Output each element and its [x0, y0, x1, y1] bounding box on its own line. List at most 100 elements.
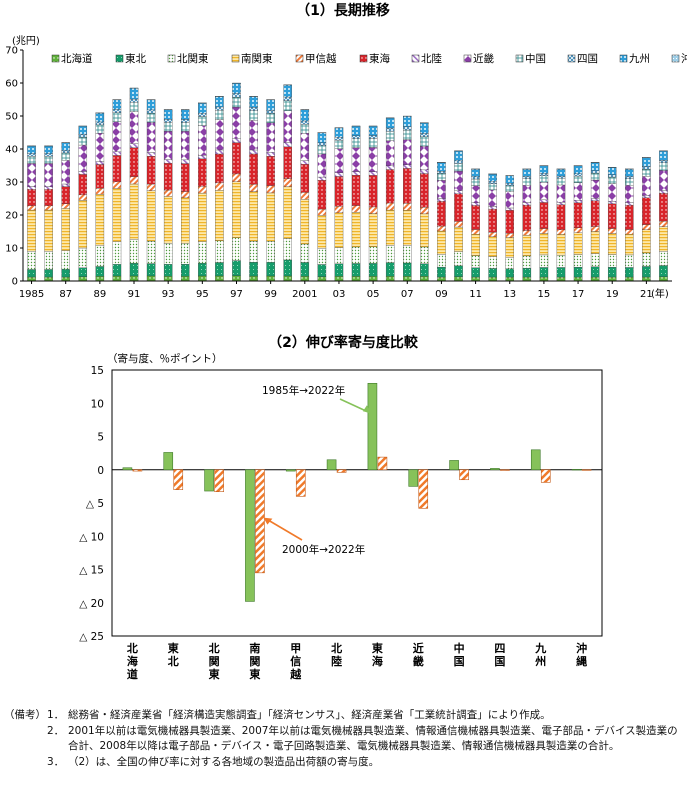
legend-swatch-koshinetsu	[295, 54, 304, 63]
bar-segment-koshinetsu	[351, 205, 361, 213]
bar-segment-shikoku	[61, 150, 70, 154]
bar-segment-hokuriku	[283, 142, 292, 148]
bar-segment-hokuriku	[163, 159, 173, 164]
legend-swatch-tokai	[359, 54, 368, 63]
bar-segment-chugoku	[266, 113, 275, 124]
bar-segment-hokuriku	[215, 149, 224, 155]
bar-segment-tohoku	[573, 266, 583, 278]
bar-segment-kitakanto	[232, 237, 241, 261]
legend-label-kyushu: 九州	[629, 53, 650, 65]
bar-segment-minamikanto	[61, 208, 70, 251]
bar-segment-kinki	[607, 183, 617, 202]
bar-segment-chugoku	[163, 122, 173, 132]
bar-segment-kitakanto	[420, 246, 429, 264]
bar-1985-2022	[571, 469, 582, 471]
bar-segment-minamikanto	[266, 192, 275, 242]
bar-segment-kyushu	[590, 162, 600, 171]
bar-segment-minamikanto	[44, 209, 53, 252]
bar-segment-hokkaido	[129, 275, 139, 282]
bar-segment-hokuriku	[95, 161, 105, 165]
chart2-category-label: 州	[534, 655, 546, 668]
bar-segment-koshinetsu	[437, 225, 446, 232]
bar-segment-tohoku	[232, 260, 241, 276]
bar-segment-koshinetsu	[198, 186, 207, 194]
bar-segment-kinki	[27, 163, 36, 187]
bar-segment-tokai	[505, 210, 514, 234]
annotation-arrow-2000	[267, 518, 303, 541]
bar-segment-koshinetsu	[283, 178, 292, 187]
chart2-category-label: 信	[290, 654, 301, 668]
bar-segment-tokai	[385, 169, 395, 204]
bar-segment-kyushu	[266, 99, 275, 111]
bar-segment-tohoku	[522, 267, 532, 278]
bar-segment-tokai	[249, 153, 258, 185]
bar-segment-minamikanto	[249, 191, 258, 242]
bar-segment-hokuriku	[556, 201, 566, 205]
bar-segment-shikoku	[539, 173, 549, 176]
bar-segment-shikoku	[522, 176, 532, 179]
bar-segment-chugoku	[249, 110, 258, 121]
bar-segment-tohoku	[61, 268, 70, 278]
bar-segment-hokkaido	[522, 276, 532, 282]
bar-segment-minamikanto	[625, 233, 634, 256]
bar-segment-tohoku	[607, 266, 617, 278]
bar-segment-kitakanto	[283, 238, 292, 261]
bar-segment-chugoku	[351, 138, 361, 148]
bar-segment-kitakanto	[385, 245, 395, 263]
bar-segment-tohoku	[642, 266, 651, 278]
bar-segment-hokkaido	[163, 276, 173, 282]
bar-segment-tohoku	[659, 265, 668, 277]
bar-segment-shikoku	[590, 170, 600, 174]
bar-segment-kitakanto	[625, 254, 634, 268]
bar-segment-minamikanto	[403, 210, 412, 246]
chart2-category-label: 道	[127, 667, 138, 681]
bar-segment-chugoku	[112, 112, 122, 122]
bar-segment-tohoku	[181, 264, 190, 277]
bar-segment-hokuriku	[368, 171, 378, 176]
bar-segment-chugoku	[420, 136, 429, 147]
chart1-title: （1）長期推移	[296, 2, 390, 19]
bar-segment-tohoku	[27, 269, 36, 278]
bar-segment-kitakanto	[181, 243, 190, 265]
bar-segment-koshinetsu	[573, 227, 583, 233]
chart2-category-label: 畿	[413, 654, 424, 668]
bar-segment-koshinetsu	[607, 228, 617, 234]
bar-segment-minamikanto	[607, 233, 617, 255]
chart1-x-tick-label: 19	[606, 289, 619, 300]
chart1-y-tick-label: 50	[5, 112, 18, 123]
note-number: 3．	[47, 755, 65, 768]
chart1-x-tick-label: 05	[367, 289, 380, 300]
chart1-x-tick-label: 11	[469, 289, 482, 300]
bar-segment-hokuriku	[437, 198, 446, 202]
bar-segment-hokuriku	[249, 149, 258, 155]
bar-segment-minamikanto	[215, 190, 224, 241]
bar-segment-kyushu	[27, 145, 36, 154]
bar-segment-hokuriku	[181, 159, 190, 164]
bar-2000-2022	[459, 469, 469, 481]
chart2-category-label: 国	[454, 655, 465, 668]
bar-segment-koshinetsu	[385, 202, 395, 211]
bar-segment-tohoku	[44, 269, 53, 278]
chart2-category-label: 越	[289, 667, 302, 681]
bar-segment-minamikanto	[522, 234, 532, 257]
bar-segment-hokuriku	[385, 165, 395, 170]
bar-1985-2022	[367, 382, 378, 471]
bar-segment-kinki	[266, 122, 275, 153]
bar-segment-tokai	[454, 193, 463, 222]
bar-segment-minamikanto	[78, 199, 88, 249]
bar-segment-chugoku	[437, 173, 446, 181]
chart1-x-tick-label: 13	[503, 289, 516, 300]
bar-segment-hokkaido	[642, 276, 651, 282]
bar-segment-koshinetsu	[659, 220, 668, 227]
bar-segment-chugoku	[659, 162, 668, 171]
bar-1985-2022	[245, 469, 255, 602]
bar-segment-chugoku	[642, 168, 651, 177]
bar-segment-hokkaido	[556, 276, 566, 282]
bar-segment-tohoku	[368, 263, 378, 277]
bar-segment-tohoku	[95, 266, 105, 277]
bar-segment-minamikanto	[198, 192, 207, 242]
bar-segment-hokuriku	[232, 138, 241, 143]
chart2-category-label: 東	[209, 667, 221, 681]
bar-segment-kinki	[181, 131, 190, 161]
bar-segment-kitakanto	[488, 256, 497, 269]
